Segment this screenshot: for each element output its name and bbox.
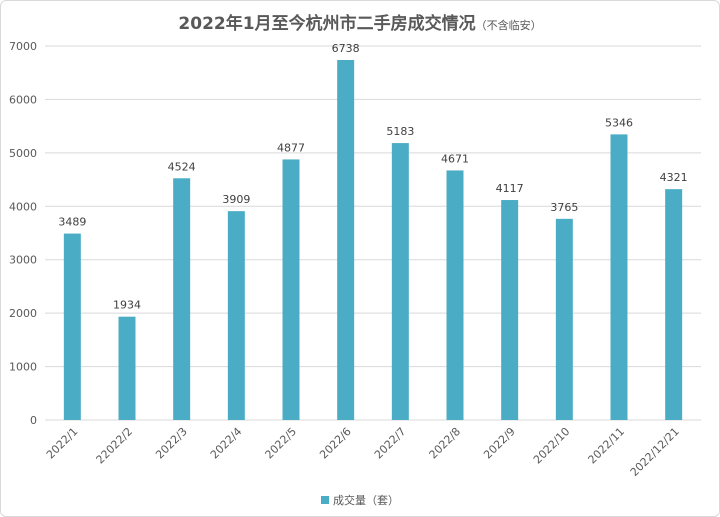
x-tick-label: 22022/2	[94, 425, 136, 467]
data-label: 4877	[277, 141, 305, 154]
bar	[337, 59, 355, 420]
y-tick-label: 3000	[9, 254, 37, 267]
y-tick-label: 1000	[9, 361, 37, 374]
bar	[665, 189, 683, 420]
x-tick-label: 2022/10	[531, 425, 573, 467]
data-label: 5183	[386, 125, 414, 138]
x-tick-label: 2022/12/21	[628, 425, 682, 479]
data-label: 6738	[332, 42, 360, 55]
data-label: 3489	[58, 216, 86, 229]
bar	[173, 178, 191, 420]
y-tick-label: 4000	[9, 200, 37, 213]
bar	[118, 316, 136, 420]
data-label: 1934	[113, 299, 141, 312]
chart-subtitle: （不含临安）	[475, 19, 542, 32]
x-tick-label: 2022/6	[317, 425, 354, 462]
y-tick-label: 2000	[9, 307, 37, 320]
bar	[501, 200, 519, 420]
data-label: 4321	[660, 171, 688, 184]
data-label: 4524	[168, 160, 196, 173]
x-tick-label: 2022/8	[427, 425, 464, 462]
data-label: 3765	[550, 201, 578, 214]
y-tick-label: 7000	[9, 40, 37, 53]
bar	[282, 159, 300, 420]
x-tick-label: 2022/9	[481, 425, 518, 462]
bar	[227, 211, 245, 420]
bar	[63, 233, 81, 420]
data-label: 5346	[605, 116, 633, 129]
bar	[391, 143, 409, 420]
x-tick-label: 2022/1	[44, 425, 81, 462]
legend-swatch	[321, 496, 329, 504]
data-label: 4671	[441, 152, 469, 165]
chart-title-block: 2022年1月至今杭州市二手房成交情况（不含临安）	[1, 9, 719, 34]
chart-title: 2022年1月至今杭州市二手房成交情况	[178, 14, 476, 34]
y-tick-label: 6000	[9, 93, 37, 106]
legend: 成交量（套）	[1, 492, 719, 508]
data-label: 4117	[496, 182, 524, 195]
bar	[446, 170, 464, 420]
x-tick-label: 2022/3	[153, 425, 190, 462]
x-tick-label: 2022/11	[586, 425, 628, 467]
x-tick-label: 2022/7	[372, 425, 409, 462]
y-tick-label: 5000	[9, 147, 37, 160]
bar	[555, 218, 573, 420]
x-tick-label: 2022/4	[208, 425, 245, 462]
bar	[610, 134, 628, 420]
y-tick-label: 0	[30, 414, 37, 427]
data-label: 3909	[222, 193, 250, 206]
legend-label: 成交量（套）	[333, 494, 399, 507]
x-tick-label: 2022/5	[263, 425, 300, 462]
